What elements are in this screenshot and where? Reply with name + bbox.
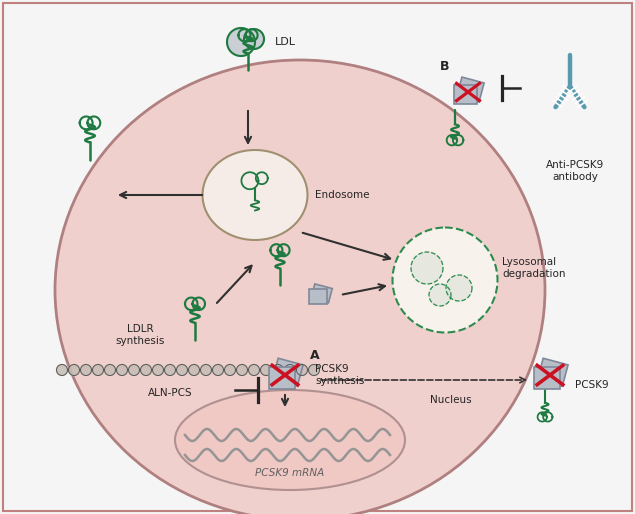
Polygon shape [164, 364, 175, 376]
Text: LDLR
synthesis: LDLR synthesis [116, 324, 164, 346]
Ellipse shape [55, 60, 545, 514]
Polygon shape [272, 364, 283, 376]
Polygon shape [248, 364, 260, 376]
Text: Anti-PCSK9
antibody: Anti-PCSK9 antibody [546, 160, 604, 181]
Text: Nucleus: Nucleus [430, 395, 472, 405]
Text: Lysosomal
degradation: Lysosomal degradation [502, 257, 566, 279]
Bar [311, 284, 332, 303]
Polygon shape [429, 284, 451, 306]
Polygon shape [128, 364, 140, 376]
Text: LDL: LDL [275, 37, 296, 47]
Bar [269, 366, 295, 389]
Ellipse shape [175, 390, 405, 490]
Polygon shape [411, 252, 443, 284]
Bar [535, 366, 560, 389]
Bar [309, 289, 328, 304]
Polygon shape [284, 364, 295, 376]
Bar [454, 85, 477, 104]
Polygon shape [225, 364, 236, 376]
Text: ALN-PCS: ALN-PCS [148, 388, 192, 398]
Polygon shape [260, 364, 272, 376]
Polygon shape [177, 364, 187, 376]
Polygon shape [140, 364, 152, 376]
Polygon shape [105, 364, 116, 376]
Polygon shape [189, 364, 199, 376]
Polygon shape [201, 364, 211, 376]
Text: PCSK9 mRNA: PCSK9 mRNA [255, 468, 324, 478]
Polygon shape [236, 364, 248, 376]
Ellipse shape [392, 228, 497, 333]
Polygon shape [446, 275, 472, 301]
Ellipse shape [203, 150, 307, 240]
Polygon shape [117, 364, 128, 376]
Bar [457, 77, 484, 102]
Polygon shape [213, 364, 224, 376]
Polygon shape [57, 364, 67, 376]
Text: A: A [310, 349, 319, 362]
Bar [272, 358, 303, 386]
Polygon shape [227, 28, 255, 56]
Polygon shape [244, 29, 264, 49]
Polygon shape [152, 364, 163, 376]
Polygon shape [297, 364, 307, 376]
Text: PCSK9: PCSK9 [575, 380, 608, 390]
Polygon shape [69, 364, 79, 376]
Polygon shape [309, 364, 319, 376]
Bar [537, 358, 568, 386]
Polygon shape [93, 364, 104, 376]
Text: PCSK9
synthesis: PCSK9 synthesis [315, 364, 364, 386]
Text: B: B [440, 60, 450, 73]
Text: Endosome: Endosome [315, 190, 370, 200]
Polygon shape [81, 364, 91, 376]
